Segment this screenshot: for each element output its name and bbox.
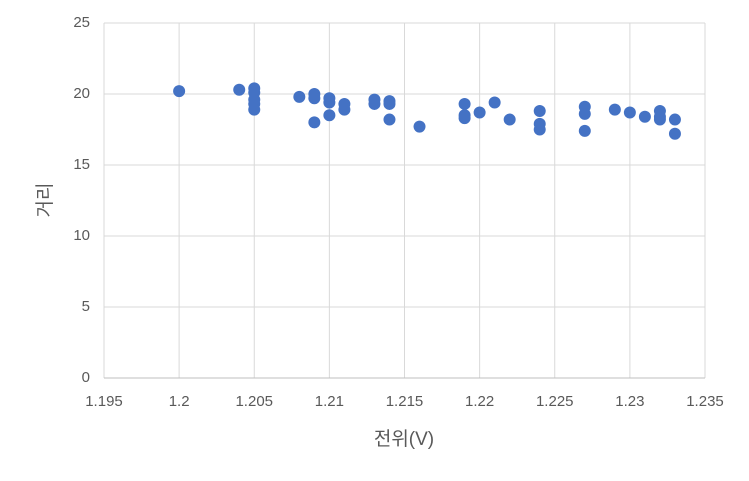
point — [308, 116, 321, 129]
y-tick-label: 5 — [82, 298, 90, 315]
x-tick-label: 1.225 — [536, 393, 574, 410]
point — [458, 97, 471, 110]
point — [623, 106, 636, 119]
point — [533, 123, 546, 136]
point — [668, 113, 681, 126]
point — [308, 92, 321, 105]
point — [488, 96, 501, 109]
x-tick-label: 1.215 — [386, 393, 424, 410]
point — [533, 105, 546, 118]
point — [338, 103, 351, 116]
y-tick-label: 10 — [73, 227, 90, 244]
y-tick-label: 25 — [73, 14, 90, 31]
point — [248, 103, 261, 116]
y-axis-title: 거리 — [34, 183, 56, 218]
x-tick-label: 1.21 — [315, 393, 344, 410]
point — [653, 113, 666, 126]
point — [383, 113, 396, 126]
point — [458, 112, 471, 125]
point — [578, 107, 591, 120]
point — [383, 97, 396, 110]
y-tick-label: 20 — [73, 85, 90, 102]
x-tick-label: 1.195 — [85, 393, 123, 410]
point — [668, 127, 681, 140]
point — [368, 97, 381, 110]
point — [173, 85, 186, 98]
x-tick-label: 1.235 — [686, 393, 724, 410]
point — [323, 109, 336, 122]
x-tick-label: 1.2 — [169, 393, 190, 410]
point — [608, 103, 621, 116]
point — [323, 96, 336, 109]
y-tick-label: 15 — [73, 156, 90, 173]
point — [638, 110, 651, 123]
y-tick-label: 0 — [82, 369, 90, 386]
point — [413, 120, 426, 133]
x-tick-label: 1.23 — [615, 393, 644, 410]
point — [293, 90, 306, 103]
x-tick-label: 1.22 — [465, 393, 494, 410]
point — [233, 83, 246, 96]
x-tick-label: 1.205 — [235, 393, 273, 410]
point — [473, 106, 486, 119]
point — [578, 124, 591, 137]
point — [503, 113, 516, 126]
x-axis-title: 전위(V) — [374, 428, 434, 450]
